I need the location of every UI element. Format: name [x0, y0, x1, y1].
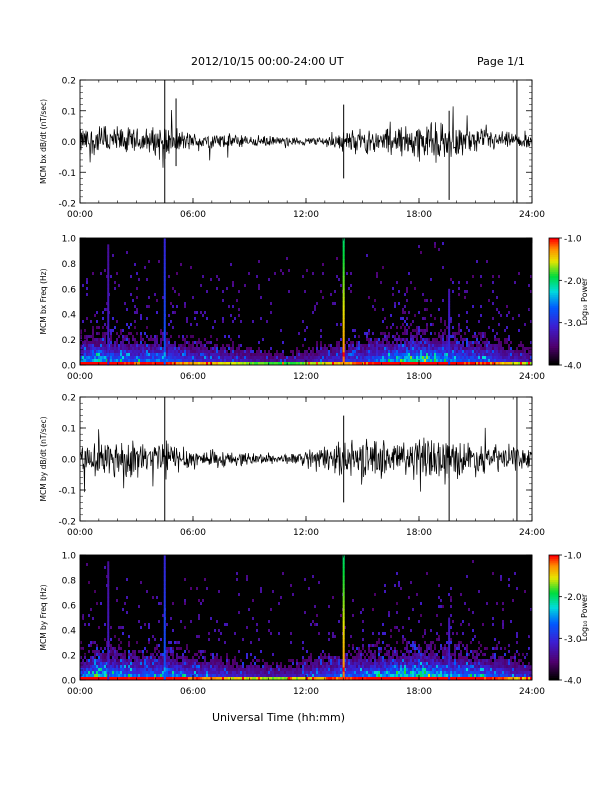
series-line — [80, 427, 532, 493]
x-axis-title: Universal Time (hh:mm) — [212, 711, 345, 724]
colorbar-tick-label: -4.0 — [564, 677, 582, 687]
x-tick-label: 18:00 — [406, 687, 432, 697]
y-tick-label: 0.0 — [62, 362, 77, 372]
spectrogram-line-2 — [163, 238, 166, 366]
y-tick-label: 0.1 — [62, 425, 76, 435]
y-tick-label: 0.0 — [62, 138, 77, 148]
colorbar-tick-label: -3.0 — [564, 319, 582, 329]
y-tick-label: 0.0 — [62, 456, 77, 466]
x-tick-label: 06:00 — [180, 372, 206, 382]
y-tick-label: 0.8 — [62, 577, 77, 587]
y-axis-label: MCM by Freq (Hz) — [39, 584, 48, 650]
y-tick-label: 0.4 — [62, 627, 77, 637]
figure-title: 2012/10/15 00:00-24:00 UT — [191, 55, 344, 68]
colorbar-frame — [548, 554, 560, 681]
colorbar-tick-label: -2.0 — [564, 277, 582, 287]
colorbar-tick-label: -1.0 — [564, 235, 582, 245]
x-tick-label: 24:00 — [519, 210, 545, 220]
x-tick-label: 24:00 — [519, 687, 545, 697]
spectrogram-cells — [80, 242, 532, 365]
y-tick-label: 0.4 — [62, 311, 77, 321]
colorbar-frame — [548, 237, 560, 366]
y-tick-label: 0.8 — [62, 260, 77, 270]
colorbar-label: Log₁₀ Power — [580, 593, 589, 641]
x-tick-label: 06:00 — [180, 210, 206, 220]
x-tick-label: 24:00 — [519, 372, 545, 382]
colorbar: -1.0 -2.0 -3.0 -4.0 Log₁₀ Power — [548, 235, 589, 372]
spectrogram-line-1 — [107, 561, 110, 681]
spectrogram-line-3 — [342, 238, 345, 366]
x-tick-label: 12:00 — [293, 528, 319, 538]
y-tick-label: 0.2 — [62, 394, 76, 404]
colorbar-tick-label: -4.0 — [564, 362, 582, 372]
y-tick-label: -0.1 — [58, 487, 76, 497]
y-tick-label: 1.0 — [62, 552, 77, 562]
spectrogram-line-2 — [163, 555, 166, 681]
panel-3: 00:00 06:00 12:00 18:00 24:00 -0.2 -0.1 0.0 0.1 0… — [39, 394, 545, 539]
y-tick-label: 0.0 — [62, 677, 77, 687]
x-tick-label: 18:00 — [406, 372, 432, 382]
panel-2: -1.0 -2.0 -3.0 -4.0 Log₁₀ Power 00:00 06:00 12:… — [39, 235, 589, 383]
y-axis-label: MCM by dB/dt (nT/sec) — [39, 416, 48, 501]
y-tick-label: -0.2 — [58, 200, 76, 210]
y-tick-label: 0.2 — [62, 77, 76, 87]
colorbar-tick-label: -2.0 — [564, 593, 582, 603]
page-indicator: Page 1/1 — [477, 55, 525, 68]
y-tick-label: 1.0 — [62, 235, 77, 245]
spectrogram-cells — [80, 560, 532, 680]
y-tick-label: 0.6 — [62, 285, 77, 295]
y-tick-label: 0.2 — [62, 652, 76, 662]
colorbar-tick-label: -3.0 — [564, 635, 582, 645]
x-tick-label: 00:00 — [67, 687, 93, 697]
series-line — [80, 106, 532, 168]
spectrogram-line-3 — [342, 555, 345, 681]
colorbar: -1.0 -2.0 -3.0 -4.0 Log₁₀ Power — [548, 552, 589, 687]
y-tick-label: -0.1 — [58, 169, 76, 179]
x-tick-label: 24:00 — [519, 528, 545, 538]
y-axis-label: MCM bx Freq (Hz) — [39, 268, 48, 334]
x-tick-label: 18:00 — [406, 210, 432, 220]
colorbar-label: Log₁₀ Power — [580, 277, 589, 325]
panel-4: -1.0 -2.0 -3.0 -4.0 Log₁₀ Power 00:00 06:00 12:… — [39, 552, 589, 698]
x-tick-label: 18:00 — [406, 528, 432, 538]
x-tick-label: 06:00 — [180, 528, 206, 538]
colorbar-tick-label: -1.0 — [564, 552, 582, 562]
panel-1: 00:00 06:00 12:00 18:00 24:00 -0.2 -0.1 0.0 0.1 0… — [39, 77, 545, 221]
x-tick-label: 12:00 — [293, 372, 319, 382]
x-tick-label: 12:00 — [293, 687, 319, 697]
y-axis-label: MCM bx dB/dt (nT/sec) — [39, 99, 48, 184]
spectrogram-line-4 — [448, 288, 451, 366]
y-tick-label: 0.6 — [62, 602, 77, 612]
spectrogram-line-4 — [448, 617, 451, 681]
x-tick-label: 12:00 — [293, 210, 319, 220]
spectrogram-line-1 — [107, 244, 110, 366]
x-tick-label: 06:00 — [180, 687, 206, 697]
x-tick-label: 00:00 — [67, 372, 93, 382]
y-tick-label: -0.2 — [58, 518, 76, 528]
y-tick-label: 0.1 — [62, 107, 76, 117]
x-tick-label: 00:00 — [67, 210, 93, 220]
y-tick-label: 0.2 — [62, 336, 76, 346]
x-tick-label: 00:00 — [67, 528, 93, 538]
